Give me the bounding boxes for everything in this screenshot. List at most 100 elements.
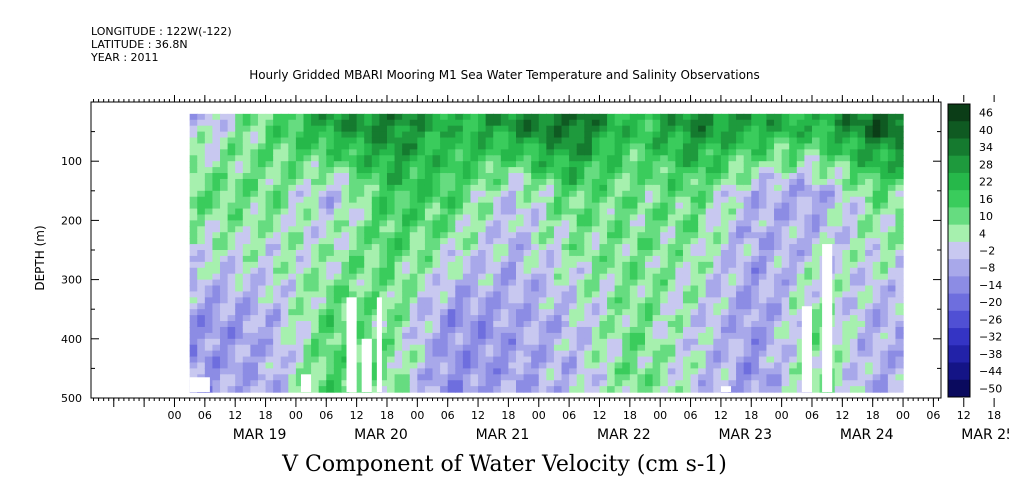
heatmap-cell: [842, 267, 851, 275]
heatmap-cell: [462, 155, 472, 162]
heatmap-cell: [516, 119, 525, 127]
heatmap-cell: [212, 232, 221, 239]
heatmap-cell: [531, 250, 540, 257]
heatmap-cell: [743, 374, 752, 381]
heatmap-cell: [455, 380, 464, 387]
heatmap-cell: [432, 250, 441, 257]
heatmap-cell: [546, 149, 555, 156]
y-tick-label: 200: [61, 214, 82, 227]
heatmap-cell: [599, 297, 608, 304]
heatmap-cell: [257, 184, 267, 192]
heatmap-cell: [250, 267, 259, 275]
heatmap-cell: [705, 131, 714, 139]
heatmap-cell: [478, 261, 487, 269]
heatmap-cell: [493, 326, 502, 334]
heatmap-cell: [645, 321, 654, 328]
heatmap-cell: [743, 161, 752, 168]
heatmap-cell: [660, 202, 669, 210]
heatmap-cell: [849, 291, 859, 298]
heatmap-cell: [409, 173, 418, 180]
heatmap-cell: [235, 326, 244, 334]
heatmap-cell: [811, 155, 821, 162]
heatmap-cell: [295, 220, 305, 227]
heatmap-cell: [720, 368, 730, 375]
heatmap-cell: [622, 143, 631, 150]
heatmap-cell: [326, 297, 335, 304]
heatmap-cell: [500, 303, 510, 310]
heatmap-cell: [880, 155, 889, 162]
colorbar-label: 46: [979, 107, 993, 120]
heatmap-cell: [607, 326, 616, 334]
heatmap-cell: [531, 202, 540, 210]
heatmap-cell: [204, 244, 214, 251]
heatmap-cell: [637, 374, 646, 381]
heatmap-cell: [637, 167, 646, 174]
heatmap-cell: [280, 303, 289, 310]
heatmap-cell: [265, 315, 274, 322]
heatmap-cell: [197, 113, 206, 121]
heatmap-cell: [242, 149, 251, 156]
heatmap-cell: [250, 279, 259, 287]
heatmap-cell: [333, 149, 343, 156]
heatmap-cell: [789, 149, 798, 156]
heatmap-cell: [728, 113, 737, 121]
heatmap-cell: [538, 332, 547, 340]
heatmap-cell: [265, 273, 274, 281]
heatmap-cell: [523, 255, 532, 263]
heatmap-cell: [553, 273, 563, 281]
heatmap-cell: [417, 250, 426, 257]
heatmap-cell: [736, 119, 745, 127]
heatmap-cell: [880, 344, 889, 352]
heatmap-cell: [728, 362, 737, 369]
heatmap-cell: [280, 368, 289, 375]
heatmap-cell: [538, 344, 547, 352]
heatmap-cell: [660, 167, 669, 174]
heatmap-cell: [462, 202, 472, 210]
heatmap-cell: [280, 255, 289, 263]
heatmap-cell: [804, 273, 813, 281]
heatmap-cell: [705, 178, 714, 186]
heatmap-cell: [356, 226, 365, 233]
heatmap-cell: [842, 386, 851, 393]
heatmap-cell: [295, 155, 305, 162]
heatmap-cell: [303, 285, 312, 293]
heatmap-cell: [364, 261, 373, 269]
heatmap-cell: [257, 291, 267, 298]
heatmap-cell: [728, 137, 737, 145]
heatmap-cell: [341, 315, 350, 322]
heatmap-cell: [386, 119, 396, 127]
heatmap-cell: [743, 184, 752, 192]
x-tick-label: 12: [957, 409, 971, 422]
heatmap-cell: [561, 279, 570, 287]
heatmap-cell: [675, 338, 684, 346]
heatmap-cell: [212, 267, 221, 275]
day-label: MAR 24: [840, 427, 894, 443]
heatmap-cell: [614, 309, 623, 316]
heatmap-cell: [675, 173, 684, 180]
heatmap-cell: [758, 250, 768, 257]
heatmap-cell: [789, 178, 798, 186]
heatmap-cell: [857, 196, 866, 204]
heatmap-cell: [629, 184, 639, 192]
heatmap-cell: [417, 125, 426, 133]
heatmap-cell: [652, 321, 661, 328]
heatmap-cell: [584, 261, 593, 269]
colorbar-label: 34: [979, 141, 993, 154]
heatmap-cell: [895, 380, 904, 387]
heatmap-cell: [872, 321, 881, 328]
heatmap-cell: [500, 220, 510, 227]
heatmap-cell: [895, 244, 904, 251]
heatmap-cell: [440, 202, 449, 210]
heatmap-cell: [614, 380, 623, 387]
heatmap-cell: [849, 374, 859, 381]
heatmap-cell: [417, 315, 426, 322]
heatmap-cell: [250, 220, 259, 227]
heatmap-cell: [614, 238, 623, 245]
heatmap-cell: [637, 244, 646, 251]
heatmap-cell: [849, 303, 859, 310]
heatmap-cell: [265, 279, 274, 287]
heatmap-cell: [622, 321, 631, 328]
heatmap-cell: [766, 196, 775, 204]
heatmap-cell: [257, 131, 267, 139]
heatmap-cell: [227, 297, 236, 304]
